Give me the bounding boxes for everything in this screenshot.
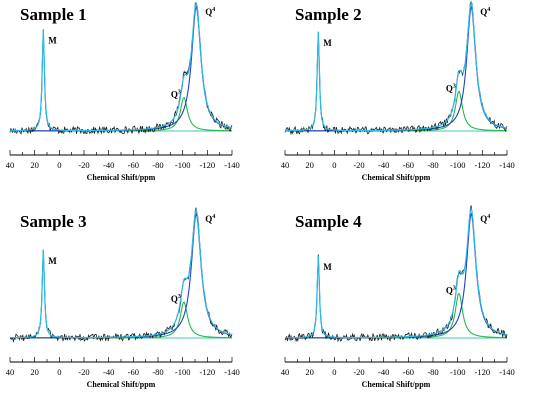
peak-label-m: M [323,38,332,48]
peak-label-m: M [48,256,57,266]
peak-component-q3 [285,90,508,132]
fit-envelope [9,207,233,339]
x-axis-label: Chemical Shift/ppm [87,380,156,389]
x-tick-label: 40 [281,367,290,377]
x-tick-label: -40 [378,367,389,377]
x-tick-label: -60 [403,367,414,377]
chart-svg: Sample 3 M Q3 Q4 40 20 0 -20 -40 -60 -80 -100 -120 -1… [6,207,240,389]
x-tick-label: -140 [224,160,240,170]
x-tick-label: 20 [30,367,39,377]
x-tick-label: -40 [103,160,114,170]
fit-envelope [284,0,508,132]
x-tick-label: -100 [450,160,466,170]
x-axis-label: Chemical Shift/ppm [87,173,156,182]
chart-svg: Sample 4 M Q3 Q4 40 20 0 -20 -40 -60 -80 -100 -120 -1… [281,205,515,389]
x-tick-label: -20 [78,367,89,377]
x-tick-label: 20 [30,160,39,170]
x-tick-label: -60 [128,160,139,170]
x-tick-label: -120 [200,367,216,377]
chart-panel-3: Sample 3 M Q3 Q4 40 20 0 -20 -40 -60 -80 -100 -120 -1… [0,207,275,413]
peak-component-q3 [10,96,233,132]
x-tick-label: -100 [175,367,191,377]
x-tick-label: -80 [427,160,438,170]
fit-envelope [284,206,508,339]
x-axis-label: Chemical Shift/ppm [362,380,431,389]
peak-label-q4: Q4 [205,7,215,17]
x-tick-label: -80 [427,367,438,377]
peak-label-q4: Q4 [480,214,490,224]
chart-svg: Sample 1 M Q3 Q4 40 20 0 -20 -40 -60 -80 -100 -120 -1… [6,1,240,182]
chart-title: Sample 1 [20,5,87,24]
x-tick-label: -20 [353,160,364,170]
x-tick-label: -80 [152,367,163,377]
chart-panel-1: Sample 1 M Q3 Q4 40 20 0 -20 -40 -60 -80 -100 -120 -1… [0,0,275,206]
peak-label-q4: Q4 [480,7,490,17]
x-tick-label: -80 [152,160,163,170]
x-tick-label: -40 [378,160,389,170]
x-tick-label: 0 [57,367,61,377]
chart-svg: Sample 2 M Q3 Q4 40 20 0 -20 -40 -60 -80 -100 -120 -1… [281,0,515,182]
x-tick-label: -140 [499,160,515,170]
x-tick-label: 40 [6,367,15,377]
x-tick-label: -60 [403,160,414,170]
chart-title: Sample 3 [20,212,87,231]
chart-title: Sample 4 [295,212,362,231]
chart-panel-4: Sample 4 M Q3 Q4 40 20 0 -20 -40 -60 -80 -100 -120 -1… [275,205,550,413]
peak-component-q3 [10,301,233,339]
x-tick-label: -140 [224,367,240,377]
peak-label-q3: Q3 [446,83,456,93]
x-tick-label: -40 [103,367,114,377]
x-tick-label: 20 [305,160,314,170]
peak-label-m: M [48,35,57,45]
x-tick-label: -140 [499,367,515,377]
x-tick-label: -20 [78,160,89,170]
chart-panel-2: Sample 2 M Q3 Q4 40 20 0 -20 -40 -60 -80 -100 -120 -1… [275,0,550,206]
peak-label-q4: Q4 [205,214,215,224]
x-tick-label: -100 [175,160,191,170]
x-tick-label: -20 [353,367,364,377]
peak-label-q3: Q3 [171,294,181,304]
x-tick-label: -120 [475,160,491,170]
x-tick-label: -120 [475,367,491,377]
x-tick-label: -100 [450,367,466,377]
chart-title: Sample 2 [295,5,362,24]
peak-label-m: M [323,262,332,272]
x-tick-label: 0 [332,367,336,377]
x-tick-label: -60 [128,367,139,377]
x-tick-label: -120 [200,160,216,170]
x-axis-label: Chemical Shift/ppm [362,173,431,182]
peak-label-q3: Q3 [446,285,456,295]
x-tick-label: 40 [6,160,15,170]
x-tick-label: 40 [281,160,290,170]
peak-component-q3 [285,292,508,339]
x-tick-label: 0 [332,160,336,170]
x-tick-label: 0 [57,160,61,170]
x-tick-label: 20 [305,367,314,377]
fit-envelope [9,1,233,132]
peak-label-q3: Q3 [171,90,181,100]
